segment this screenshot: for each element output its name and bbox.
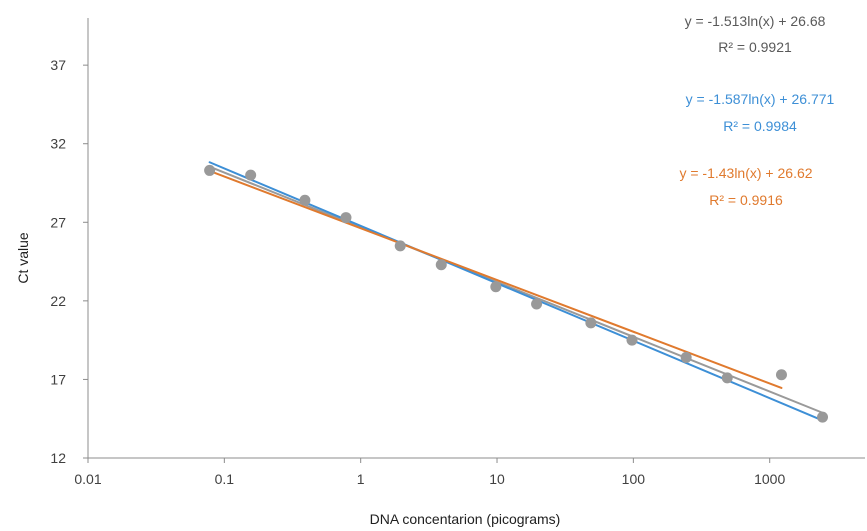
data-point (245, 169, 257, 181)
x-tick-label: 0.01 (74, 471, 101, 487)
x-ticks: 0.01 0.1 1 10 100 1000 (74, 458, 785, 487)
x-tick-label: 1000 (754, 471, 785, 487)
trendline-equations: y = -1.513ln(x) + 26.68 R² = 0.9921 y = … (679, 13, 834, 208)
equation-blue: y = -1.587ln(x) + 26.771 (686, 91, 835, 107)
data-point (626, 334, 638, 346)
y-tick-label: 22 (50, 293, 66, 309)
equation-gray: y = -1.513ln(x) + 26.68 (685, 13, 826, 29)
data-point (435, 259, 447, 271)
data-point (721, 372, 733, 384)
data-point (340, 212, 352, 224)
y-tick-label: 32 (50, 136, 66, 152)
r2-gray: R² = 0.9921 (718, 39, 792, 55)
data-point (490, 281, 502, 293)
trendlines (208, 161, 824, 422)
equation-orange: y = -1.43ln(x) + 26.62 (679, 165, 812, 181)
data-point (204, 164, 216, 176)
data-point (680, 351, 692, 363)
data-points (204, 164, 829, 423)
trendline-orange (208, 169, 783, 389)
data-point (394, 240, 406, 252)
trendline-gray (208, 165, 824, 414)
data-point (817, 411, 829, 423)
x-tick-label: 1 (357, 471, 365, 487)
x-tick-label: 0.1 (215, 471, 235, 487)
y-tick-label: 27 (50, 214, 66, 230)
x-axis-title: DNA concentarion (picograms) (370, 511, 561, 527)
r2-orange: R² = 0.9916 (709, 192, 783, 208)
r2-blue: R² = 0.9984 (723, 118, 797, 134)
y-tick-label: 37 (50, 57, 66, 73)
data-point (531, 298, 543, 310)
y-axis-title: Ct value (15, 232, 31, 284)
data-point (299, 194, 311, 206)
y-ticks: 12 17 22 27 32 37 (50, 57, 88, 466)
axes (87, 18, 865, 459)
data-point (585, 317, 597, 329)
x-tick-label: 100 (622, 471, 646, 487)
y-tick-label: 17 (50, 371, 66, 387)
y-tick-label: 12 (50, 450, 66, 466)
trendline-blue (208, 161, 824, 422)
data-point (775, 369, 787, 381)
x-tick-label: 10 (489, 471, 505, 487)
